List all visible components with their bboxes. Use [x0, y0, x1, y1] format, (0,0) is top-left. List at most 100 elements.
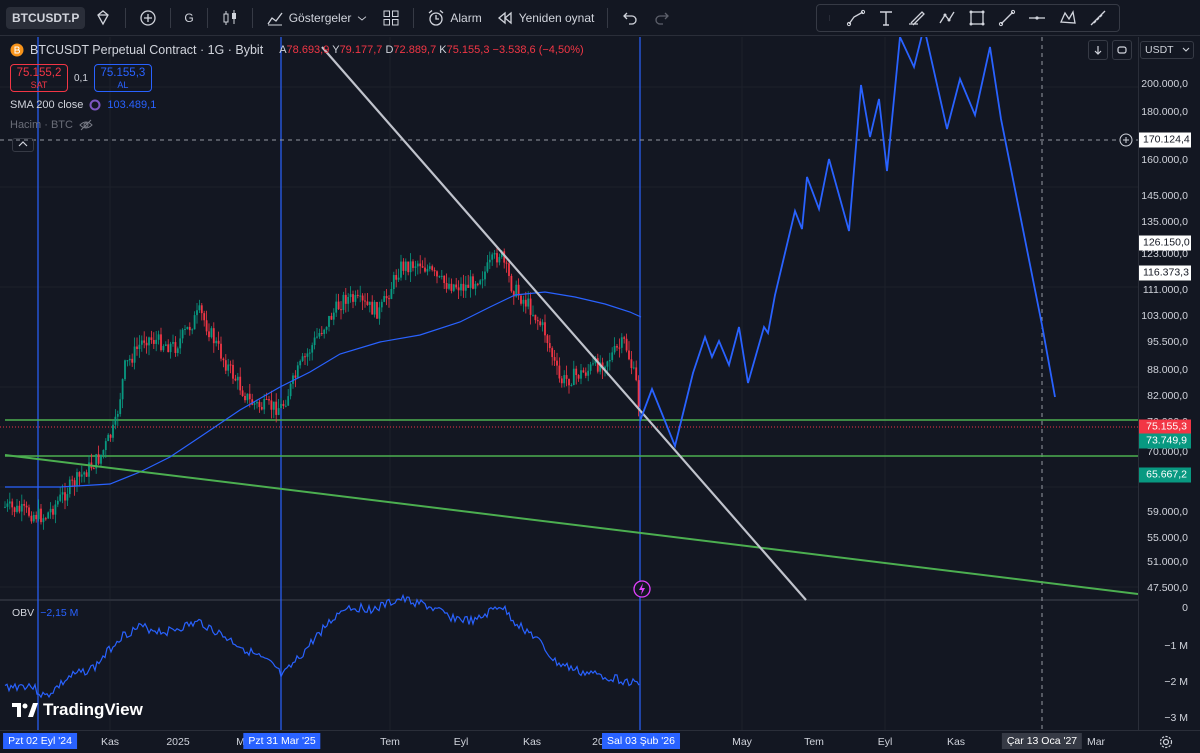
support2-tag: 65.667,2 — [1139, 467, 1191, 483]
alert-label: Alarm — [450, 10, 482, 25]
reset-chart-button[interactable] — [1112, 40, 1132, 60]
chevron-down-icon — [358, 15, 367, 21]
symbol-search-button[interactable]: BTCUSDT.P — [6, 6, 86, 29]
candle-body — [11, 501, 14, 508]
buy-button[interactable]: 75.155,3 AL — [93, 64, 152, 92]
candle-body — [608, 359, 611, 362]
candle-body — [342, 294, 345, 311]
ray-tool-icon[interactable] — [997, 8, 1017, 28]
price-axis[interactable]: 200.000,0 180.000,0 160.000,0 145.000,0 135.… — [1138, 37, 1200, 730]
candle-body — [467, 284, 470, 288]
pattern-tool-icon[interactable] — [1058, 8, 1078, 28]
candle-body — [275, 401, 278, 415]
templates-button[interactable] — [375, 5, 407, 31]
descending-trendline[interactable] — [321, 46, 807, 601]
path-tool-icon[interactable] — [937, 8, 957, 28]
obv-value: −2,15 M — [40, 607, 79, 619]
candle-body — [306, 353, 309, 357]
alert-button[interactable]: Alarm — [420, 5, 488, 31]
candle-body — [234, 378, 237, 381]
time-label: Kas — [100, 736, 120, 748]
currency-select[interactable]: USDT — [1140, 41, 1194, 59]
candle-body — [584, 372, 587, 376]
candle-body — [47, 512, 50, 519]
candle-body — [577, 375, 580, 379]
candle-body — [145, 342, 148, 346]
legend-title[interactable]: BTCUSDT Perpetual Contract · 1G · Bybit — [30, 43, 264, 57]
candle-body — [496, 253, 498, 263]
interval-button[interactable]: G — [177, 5, 200, 31]
price-tick: 82.000,0 — [1147, 390, 1188, 402]
candle-body — [92, 468, 95, 470]
candle-body — [188, 326, 191, 331]
add-symbol-button[interactable] — [132, 5, 164, 31]
time-label: 20 — [592, 736, 604, 748]
sell-button[interactable]: 75.155,2 SAT — [10, 64, 68, 92]
candle-body — [431, 266, 434, 271]
scroll-to-latest-button[interactable] — [1088, 40, 1108, 60]
chart-type-button[interactable] — [214, 5, 246, 31]
candle-body — [556, 360, 558, 366]
candle-body — [25, 505, 28, 508]
candle-body — [433, 270, 436, 272]
indicators-button[interactable]: Göstergeler — [259, 5, 376, 31]
price-chart[interactable] — [0, 37, 1138, 730]
time-axis[interactable]: Kas 2025 May Tem Eyl Kas 20 May Tem Eyl … — [0, 730, 1200, 753]
obv-tick: −3 M — [1164, 712, 1188, 724]
tradingview-logo[interactable]: TradingView — [12, 700, 143, 720]
candle-body — [150, 337, 153, 341]
sma-200-line — [5, 291, 642, 488]
candle-body — [200, 305, 203, 314]
fib-tool-icon[interactable] — [1088, 8, 1108, 28]
candle-body — [462, 283, 465, 291]
long-term-trendline[interactable] — [4, 454, 1138, 595]
rectangle-tool-icon[interactable] — [967, 8, 987, 28]
candle-body — [198, 305, 201, 311]
compare-button[interactable] — [87, 5, 119, 31]
obv-legend[interactable]: OBV −2,15 M — [12, 607, 78, 619]
candle-body — [611, 352, 614, 360]
candle-body — [616, 346, 618, 348]
brush-tool-icon[interactable] — [907, 8, 927, 28]
replay-button[interactable]: Yeniden oynat — [489, 5, 602, 31]
volume-legend[interactable]: Hacim · BTC — [10, 118, 584, 132]
candle-body — [162, 345, 165, 351]
candle-body — [308, 352, 311, 354]
eye-hidden-icon[interactable] — [79, 119, 93, 131]
projection-path[interactable] — [639, 37, 1056, 449]
candle-body — [428, 266, 431, 269]
legend-collapse-button[interactable] — [12, 138, 34, 152]
toolbar-divider — [206, 7, 208, 28]
price-tick: 135.000,0 — [1141, 216, 1188, 228]
alarm-clock-icon — [428, 9, 444, 26]
gear-icon[interactable] — [1158, 734, 1174, 750]
candle-body — [392, 275, 395, 290]
candle-body — [493, 253, 496, 255]
candle-body — [632, 367, 635, 369]
candle-body — [64, 492, 66, 501]
candle-body — [212, 328, 215, 344]
lightning-marker-icon[interactable] — [633, 580, 651, 598]
candle-body — [582, 370, 585, 373]
sma-legend[interactable]: SMA 200 close 103.489,1 — [10, 98, 584, 112]
candle-body — [217, 340, 220, 344]
chart-pane[interactable] — [0, 37, 1138, 730]
candle-body — [500, 251, 503, 258]
undo-button[interactable] — [614, 5, 646, 31]
candle-body — [383, 296, 386, 302]
candle-body — [181, 329, 184, 339]
add-level-plus-icon[interactable] — [1119, 133, 1133, 147]
candle-body — [587, 370, 590, 376]
drag-handle-icon[interactable] — [828, 8, 836, 28]
volume-label: Hacim · BTC — [10, 119, 73, 131]
horizontal-line-tool-icon[interactable] — [1027, 8, 1047, 28]
obv-label: OBV — [12, 607, 35, 619]
trendline-tool-icon[interactable] — [846, 8, 866, 28]
candle-body — [280, 403, 282, 409]
candle-body — [457, 287, 460, 291]
candle-body — [361, 295, 364, 301]
text-tool-icon[interactable] — [876, 8, 896, 28]
redo-button[interactable] — [646, 5, 678, 31]
candle-body — [78, 472, 81, 477]
marker-date-tag-3: Sal 03 Şub '26 — [602, 733, 680, 749]
